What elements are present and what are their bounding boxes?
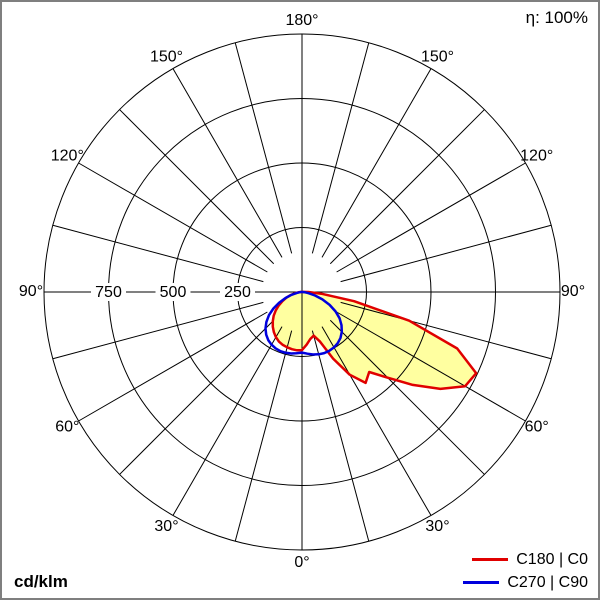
grid-spoke — [340, 224, 552, 283]
legend-swatch-line — [472, 558, 509, 561]
grid-spoke — [336, 162, 526, 273]
grid-spoke — [311, 42, 370, 254]
grid-spoke — [119, 109, 275, 265]
grid-spoke — [321, 68, 432, 258]
legend-label: C270 | C90 — [507, 573, 588, 591]
grid-spoke — [234, 330, 293, 542]
angle-label: 0° — [294, 554, 309, 571]
angle-label: 120° — [51, 148, 84, 165]
angle-label: 150° — [421, 49, 454, 66]
angle-labels: 0° 30° 30° 60° 60° 90° 90° 120° 120° 150° 150° 180° — [19, 12, 585, 571]
angle-label: 180° — [285, 12, 318, 29]
unit-label: cd/klm — [14, 572, 68, 591]
radial-label: 750 — [95, 284, 122, 301]
angle-label: 150° — [150, 49, 183, 66]
grid-spoke — [329, 109, 485, 265]
radial-label-bg — [155, 283, 191, 301]
series-curves — [264, 290, 478, 391]
efficiency-label: η: 100% — [525, 8, 588, 27]
grid-spoke — [340, 301, 552, 360]
legend-entry: C270 | C90 — [463, 571, 588, 594]
series-fills — [272, 291, 477, 389]
legend-entry: C180 | C0 — [463, 548, 588, 571]
radial-scale-labels: 750 500 250 — [91, 283, 255, 301]
radial-label-bg — [220, 283, 255, 301]
angle-label: 30° — [425, 518, 449, 535]
angle-label: 90° — [19, 283, 43, 300]
angle-label: 60° — [55, 419, 79, 436]
legend-label: C180 | C0 — [516, 550, 588, 568]
series-fill — [272, 291, 477, 389]
radial-label-bg — [91, 283, 126, 301]
angle-label: 90° — [561, 283, 585, 300]
polar-grid — [43, 33, 561, 551]
grid-spoke — [78, 162, 268, 273]
grid-spoke — [78, 311, 268, 422]
grid-spoke — [52, 224, 264, 283]
radial-label: 250 — [224, 284, 251, 301]
grid-spoke — [234, 42, 293, 254]
grid-spoke — [119, 319, 275, 475]
legend-swatch-line — [463, 581, 500, 584]
legend: C180 | C0 C270 | C90 — [463, 548, 588, 594]
angle-label: 30° — [154, 518, 178, 535]
grid-spoke — [329, 319, 485, 475]
angle-label: 120° — [520, 148, 553, 165]
grid-spoke — [52, 301, 264, 360]
grid-spoke — [321, 326, 432, 516]
grid-spoke — [336, 311, 526, 422]
grid-spoke — [311, 330, 370, 542]
radial-label: 500 — [160, 284, 187, 301]
grid-spoke — [172, 326, 283, 516]
angle-label: 60° — [525, 419, 549, 436]
grid-spoke — [172, 68, 283, 258]
series-curve — [264, 290, 344, 356]
